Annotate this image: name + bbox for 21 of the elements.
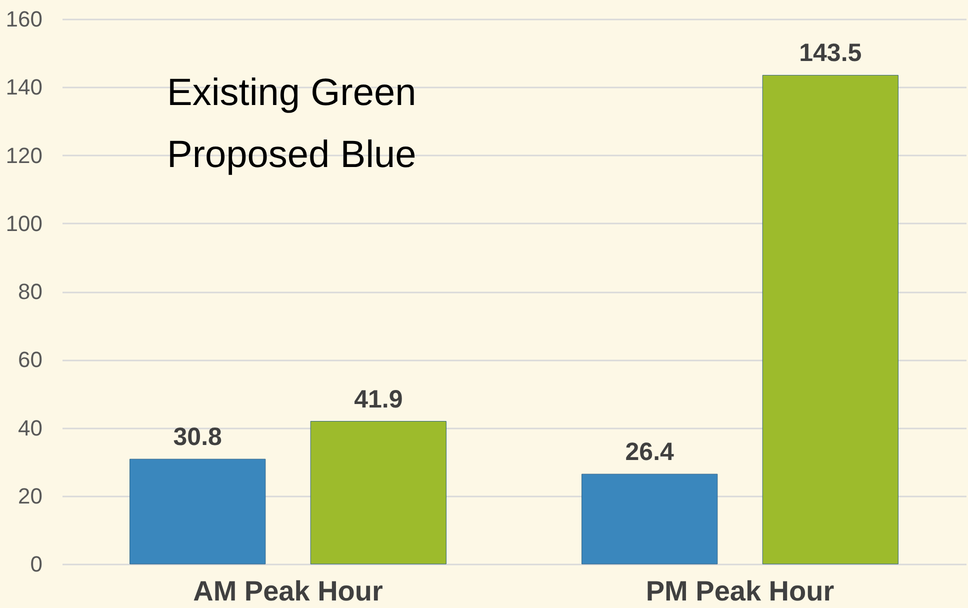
data-label: 30.8	[173, 423, 222, 452]
x-tick-label: AM Peak Hour	[193, 576, 384, 606]
bar	[310, 421, 446, 564]
x-tick-label: PM Peak Hour	[646, 576, 834, 606]
bar	[762, 74, 898, 564]
y-tick-label: 0	[30, 552, 42, 576]
y-tick-label: 60	[18, 347, 42, 372]
data-label: 143.5	[799, 39, 862, 68]
data-label: 26.4	[625, 438, 674, 466]
data-label: 41.9	[354, 385, 403, 414]
annotation: Existing Green	[167, 72, 416, 114]
y-tick-label: 140	[6, 74, 42, 100]
y-tick-label: 80	[18, 279, 42, 304]
bar	[582, 474, 718, 564]
y-tick-label: 160	[6, 6, 42, 32]
annotation: Proposed Blue	[167, 134, 416, 176]
bar	[130, 458, 266, 564]
y-tick-label: 40	[18, 415, 42, 440]
y-tick-label: 120	[6, 142, 42, 168]
y-tick-label: 20	[18, 483, 42, 508]
y-tick-label: 100	[6, 210, 42, 236]
